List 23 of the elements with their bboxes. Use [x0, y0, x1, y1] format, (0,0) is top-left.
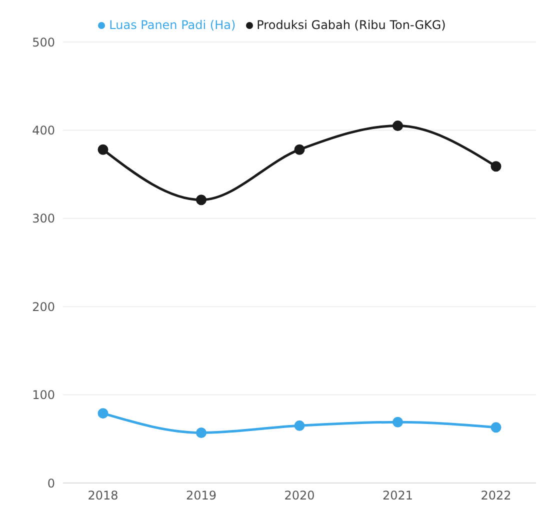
point — [294, 144, 305, 155]
point — [98, 144, 108, 155]
point — [98, 408, 108, 419]
legend-label: Luas Panen Padi (Ha) — [109, 18, 236, 32]
y-tick-label: 400 — [32, 123, 55, 138]
y-tick-label: 0 — [47, 476, 55, 490]
point — [196, 427, 206, 438]
y-tick-label: 100 — [32, 388, 55, 402]
y-tick-label: 500 — [32, 35, 55, 50]
legend-label: Produksi Gabah (Ribu Ton-GKG) — [256, 18, 446, 32]
point — [490, 422, 502, 433]
x-tick-label: 2019 — [186, 488, 217, 503]
y-tick-label: 300 — [32, 212, 55, 226]
x-tick-label: 2018 — [88, 488, 118, 503]
y-tick-label: 200 — [32, 300, 55, 314]
x-tick-label: 2021 — [382, 488, 414, 503]
point — [392, 416, 403, 428]
point — [196, 194, 206, 206]
point — [392, 120, 403, 132]
x-tick-label: 2020 — [284, 488, 315, 503]
point — [294, 420, 305, 431]
x-tick-label: 2022 — [480, 488, 512, 503]
point — [490, 161, 502, 172]
